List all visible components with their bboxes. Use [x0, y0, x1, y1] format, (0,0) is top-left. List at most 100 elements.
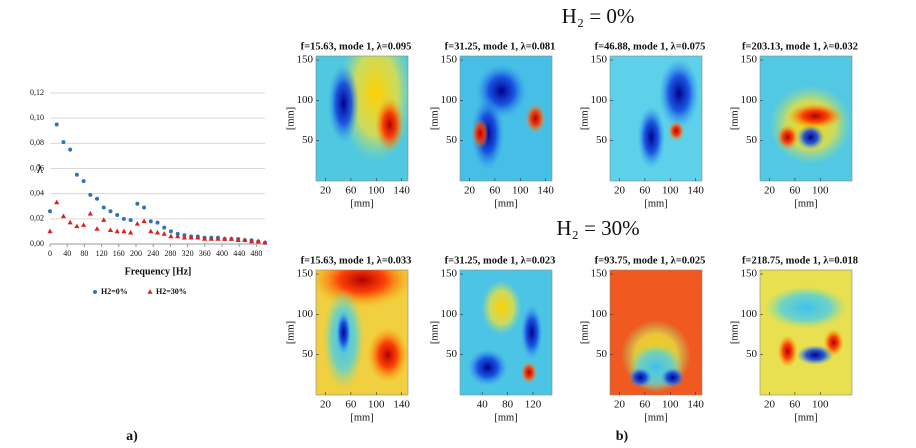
point: [47, 228, 53, 234]
y-tick-label: 100: [591, 94, 608, 106]
map-blob: [667, 121, 685, 141]
y-tick-label: 150: [441, 268, 458, 280]
point: [142, 205, 147, 210]
mode-map: [760, 270, 852, 395]
map-blob: [336, 311, 351, 354]
point: [222, 236, 228, 241]
point: [101, 205, 106, 210]
point: [242, 237, 248, 243]
map-title: f=218.75, mode 1, λ=0.018: [742, 255, 858, 266]
point: [48, 209, 52, 214]
map-frame: [459, 269, 553, 396]
x-tick-label: 200: [130, 249, 142, 258]
mode-map: [316, 56, 408, 181]
x-tick-label: 80: [502, 399, 514, 411]
map-frame: [759, 269, 853, 396]
point: [161, 231, 167, 236]
mode-map: [610, 56, 702, 181]
y-tick-label: 0,06: [30, 163, 44, 172]
x-tick-label: 80: [80, 249, 88, 258]
x-tick-label: 20: [320, 185, 332, 197]
point: [95, 196, 100, 201]
y-tick-label: 50: [746, 134, 758, 146]
mode-map: [460, 56, 552, 181]
x-axis-label: [mm]: [494, 412, 517, 423]
y-tick-label: 0,12: [30, 88, 44, 97]
point: [54, 122, 59, 127]
map-frame: [609, 55, 703, 182]
map-blob: [481, 280, 522, 335]
map-frame: [315, 269, 409, 396]
y-tick-label: 100: [297, 94, 314, 106]
point: [61, 140, 66, 145]
y-tick-label: 0,04: [30, 188, 44, 197]
point: [255, 238, 261, 244]
y-tick-label: 0,00: [30, 239, 44, 248]
map-frame: [315, 55, 409, 182]
y-tick-label: 50: [302, 134, 314, 146]
y-tick-label: 150: [741, 268, 758, 280]
y-axis-label: [mm]: [429, 321, 440, 344]
point: [74, 223, 80, 229]
map-title: f=203.13, mode 1, λ=0.032: [742, 41, 858, 52]
x-tick-label: 20: [464, 185, 476, 197]
x-tick-label: 60: [789, 185, 801, 197]
map-title: f=46.88, mode 1, λ=0.075: [595, 41, 706, 52]
y-tick-label: 0,08: [30, 138, 44, 147]
x-tick-label: 140: [687, 185, 704, 197]
legend-label: H2=0%: [101, 287, 128, 296]
y-axis-label: [mm]: [429, 107, 440, 130]
point: [235, 237, 241, 243]
y-tick-label: 0,10: [30, 113, 44, 122]
map-blob: [374, 97, 405, 153]
y-tick-label: 100: [441, 94, 458, 106]
x-tick-label: 40: [63, 249, 71, 258]
map-blob: [637, 106, 666, 169]
y-tick-label: 150: [297, 268, 314, 280]
point: [154, 229, 161, 235]
mode-map: [460, 270, 552, 395]
point: [134, 221, 140, 226]
y-axis-label: [mm]: [729, 107, 740, 130]
map-blob: [823, 328, 844, 357]
y-tick-label: 150: [591, 54, 608, 66]
x-tick-label: 100: [368, 185, 385, 197]
x-tick-label: 20: [614, 185, 626, 197]
point: [262, 239, 268, 245]
y-axis-label: [mm]: [579, 321, 590, 344]
x-tick-label: 360: [199, 249, 211, 258]
point: [128, 218, 133, 223]
y-axis-label: [mm]: [729, 321, 740, 344]
point: [121, 228, 127, 234]
map-blob: [777, 335, 798, 368]
map-title: f=15.63, mode 1, λ=0.095: [301, 41, 412, 52]
x-tick-label: 140: [687, 399, 704, 411]
map-blob: [628, 367, 653, 388]
legend-marker: [147, 289, 153, 294]
x-tick-label: 100: [812, 185, 829, 197]
x-tick-label: 20: [614, 399, 626, 411]
point: [128, 229, 134, 235]
x-axis-label: [mm]: [644, 198, 667, 209]
point: [68, 147, 73, 152]
map-title: f=93.75, mode 1, λ=0.025: [595, 255, 706, 266]
map-blob: [471, 118, 489, 149]
point: [141, 218, 147, 224]
x-tick-label: 320: [182, 249, 194, 258]
point: [201, 236, 208, 241]
point: [175, 233, 181, 239]
x-tick-label: 100: [662, 399, 679, 411]
point: [162, 225, 167, 230]
x-tick-label: 120: [96, 249, 108, 258]
y-tick-label: 100: [441, 308, 458, 320]
x-tick-label: 160: [113, 249, 125, 258]
map-frame: [459, 55, 553, 182]
mode-map: [760, 56, 852, 181]
x-tick-label: 60: [789, 399, 801, 411]
x-axis-label: [mm]: [494, 198, 517, 209]
point: [148, 219, 153, 224]
point: [121, 216, 126, 221]
x-tick-label: 120: [525, 399, 542, 411]
x-tick-label: 100: [368, 399, 385, 411]
